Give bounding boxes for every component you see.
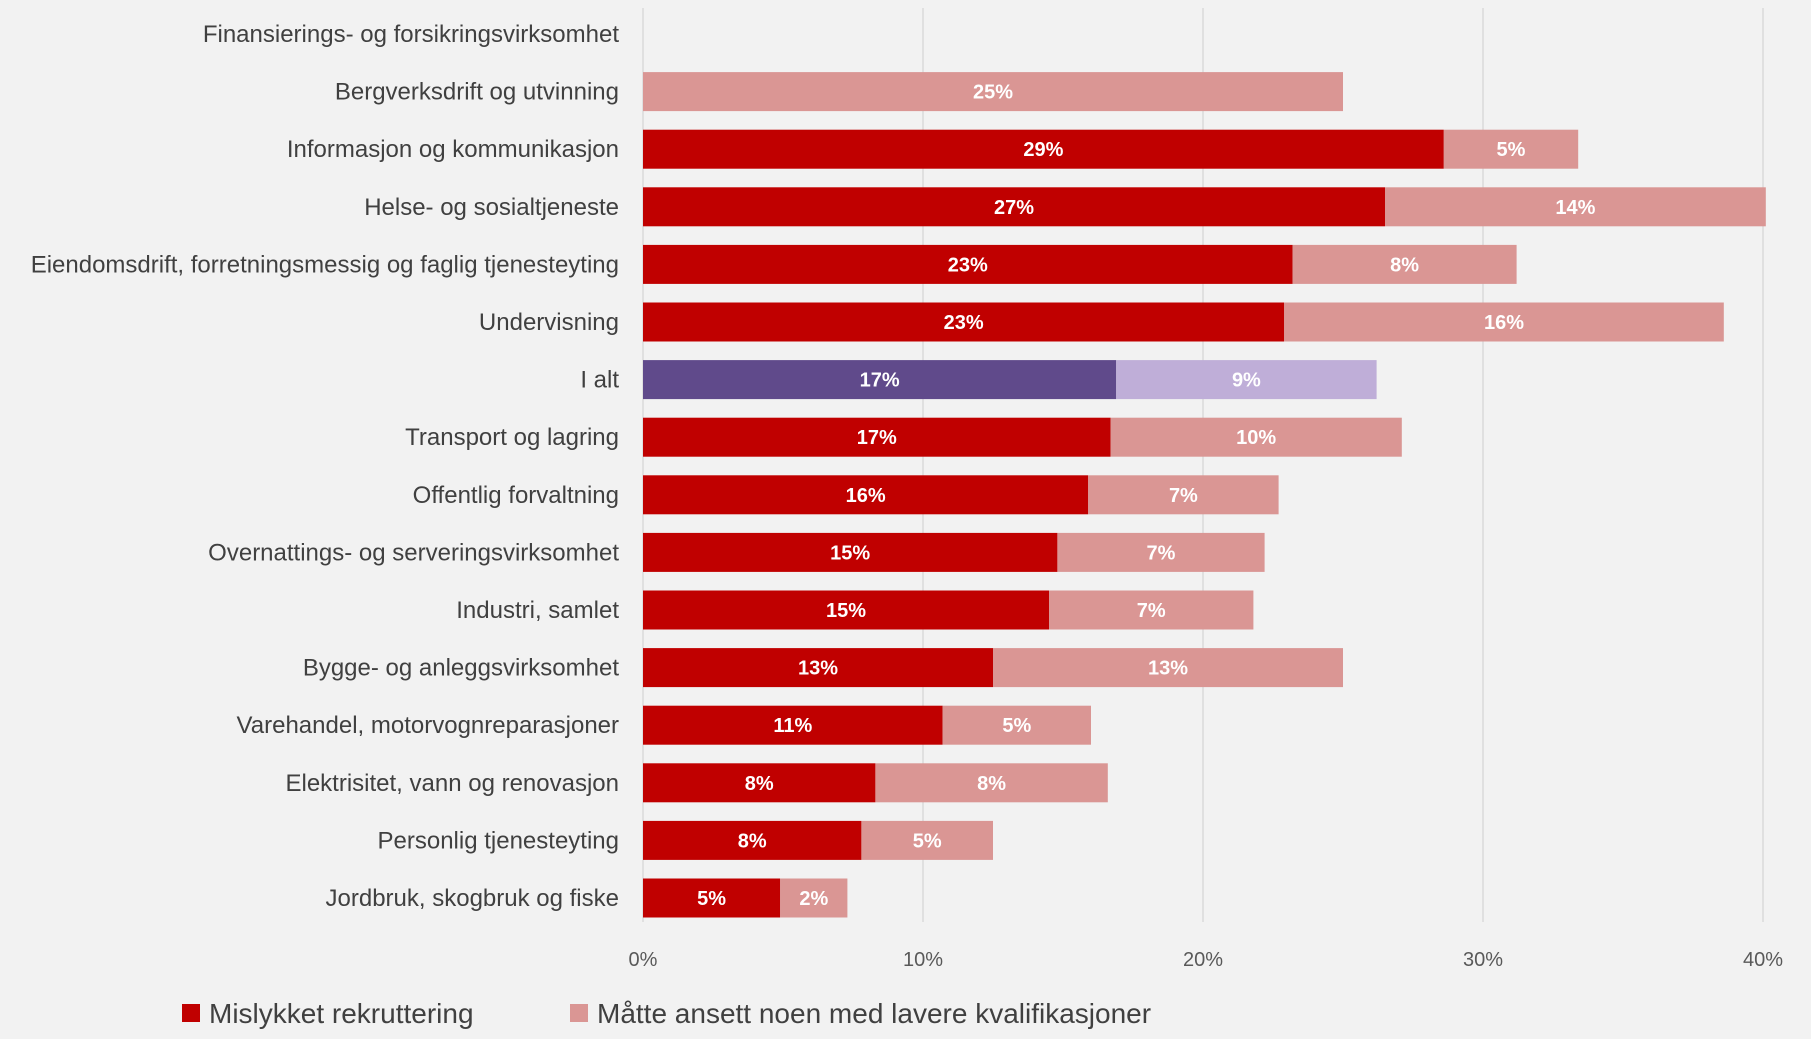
- bar-segment: [643, 187, 1385, 227]
- bar-segment: [643, 878, 781, 918]
- data-label: 15%: [826, 600, 866, 622]
- legend-swatch: [570, 1004, 588, 1022]
- bar-segment: [643, 244, 1293, 284]
- data-label: 8%: [738, 830, 767, 852]
- data-label: 7%: [1137, 600, 1166, 622]
- category-label: Overnattings- og serveringsvirksomhet: [208, 539, 619, 566]
- bar-segment: [942, 705, 1091, 745]
- data-label: 11%: [773, 715, 812, 737]
- x-tick-label: 30%: [1463, 949, 1503, 971]
- bar-segment: [1049, 590, 1254, 630]
- x-tick-label: 20%: [1183, 949, 1223, 971]
- legend-entry: Måtte ansett noen med lavere kvalifikasj…: [597, 998, 1151, 1029]
- bar-labels: 25% 29% 5% 27% 14% 23% 8% 23% 16% 17% 9% 17% 10% 16% 7…: [697, 82, 1595, 910]
- data-label: 23%: [948, 254, 988, 276]
- bar-segment: [1443, 129, 1579, 169]
- data-label: 7%: [1147, 542, 1176, 564]
- bar-segment: [643, 302, 1285, 342]
- x-tick-label: 40%: [1743, 949, 1783, 971]
- bars: [643, 72, 1766, 918]
- bar-segment: [643, 763, 876, 803]
- legend: Mislykket rekruttering Måtte ansett noen …: [182, 998, 1151, 1029]
- category-label: Varehandel, motorvognreparasjoner: [237, 712, 619, 739]
- bar-segment: [643, 475, 1089, 515]
- category-label: Informasjon og kommunikasjon: [287, 136, 619, 163]
- data-label: 9%: [1232, 370, 1261, 392]
- category-label: Transport og lagring: [405, 424, 619, 451]
- data-label: 5%: [1497, 139, 1526, 161]
- category-label: Personlig tjenesteyting: [378, 827, 619, 854]
- data-label: 5%: [1002, 715, 1031, 737]
- bar-segment: [993, 648, 1343, 688]
- data-label: 8%: [745, 773, 774, 795]
- bar-segment: [1088, 475, 1279, 515]
- category-label: I alt: [580, 367, 619, 394]
- data-label: 16%: [1484, 312, 1524, 334]
- category-label: Industri, samlet: [456, 597, 619, 624]
- data-label: 25%: [973, 82, 1013, 104]
- data-label: 15%: [830, 542, 870, 564]
- category-label: Undervisning: [479, 309, 619, 336]
- category-label: Bygge- og anleggsvirksomhet: [303, 655, 620, 682]
- data-label: 5%: [913, 830, 942, 852]
- bar-segment: [1292, 244, 1517, 284]
- bar-segment: [643, 360, 1117, 400]
- bar-segment: [1110, 417, 1402, 457]
- category-label: Eiendomsdrift, forretningsmessig og fagl…: [31, 251, 619, 278]
- category-labels: Finansierings- og forsikringsvirksomhet B…: [31, 21, 620, 912]
- bar-segment: [643, 590, 1049, 630]
- bar-segment: [861, 820, 993, 860]
- data-label: 7%: [1169, 485, 1198, 507]
- data-label: 17%: [857, 427, 897, 449]
- x-tick-label: 0%: [629, 949, 658, 971]
- category-label: Helse- og sosialtjeneste: [364, 194, 619, 221]
- bar-segment: [875, 763, 1108, 803]
- data-label: 16%: [846, 485, 886, 507]
- category-label: Finansierings- og forsikringsvirksomhet: [203, 21, 619, 48]
- data-label: 27%: [994, 197, 1034, 219]
- data-label: 10%: [1236, 427, 1276, 449]
- data-label: 8%: [977, 773, 1006, 795]
- bar-segment: [643, 648, 993, 688]
- data-label: 8%: [1390, 254, 1419, 276]
- category-label: Offentlig forvaltning: [413, 482, 619, 509]
- x-tick-labels: 0% 10% 20% 30% 40%: [629, 949, 1784, 971]
- bar-segment: [1116, 360, 1377, 400]
- bar-segment: [1385, 187, 1766, 227]
- data-label: 13%: [798, 658, 838, 680]
- data-label: 23%: [944, 312, 984, 334]
- data-label: 2%: [799, 888, 828, 910]
- category-label: Elektrisitet, vann og renovasjon: [285, 770, 619, 797]
- category-label: Bergverksdrift og utvinning: [335, 79, 619, 106]
- category-label: Jordbruk, skogbruk og fiske: [326, 885, 619, 912]
- data-label: 17%: [860, 370, 900, 392]
- bar-segment: [643, 417, 1111, 457]
- bar-segment: [643, 820, 862, 860]
- data-label: 5%: [697, 888, 726, 910]
- bar-segment: [643, 129, 1444, 169]
- legend-swatch: [182, 1004, 200, 1022]
- bar-segment: [643, 72, 1343, 112]
- legend-entry: Mislykket rekruttering: [209, 998, 474, 1029]
- bar-segment: [780, 878, 848, 918]
- data-label: 29%: [1023, 139, 1063, 161]
- data-label: 13%: [1148, 658, 1188, 680]
- data-label: 14%: [1555, 197, 1595, 219]
- bar-segment: [643, 532, 1058, 572]
- bar-segment: [643, 705, 943, 745]
- x-tick-label: 10%: [903, 949, 943, 971]
- bar-segment: [1284, 302, 1724, 342]
- bar-segment: [1057, 532, 1265, 572]
